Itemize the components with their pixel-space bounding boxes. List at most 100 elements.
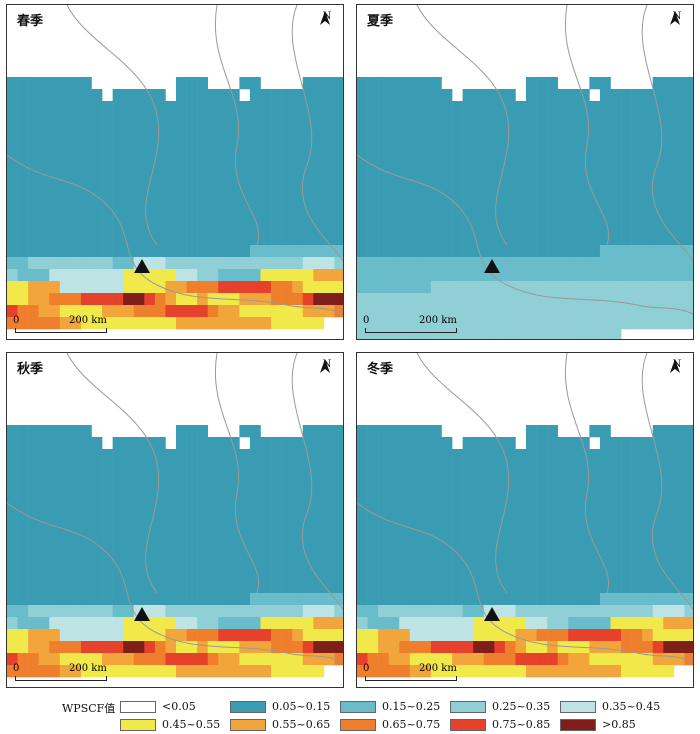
grid-cell [367, 449, 379, 462]
grid-cell [7, 509, 18, 522]
grid-cell [610, 149, 622, 162]
grid-cell [568, 245, 580, 258]
grid-cell [80, 629, 92, 642]
grid-cell [483, 629, 495, 642]
grid-cell [452, 209, 463, 222]
grid-cell [186, 425, 198, 438]
grid-cell [462, 185, 474, 198]
grid-cell [49, 89, 61, 102]
grid-cell [589, 629, 601, 642]
grid-cell [684, 317, 693, 330]
grid-cell [599, 281, 611, 294]
grid-cell [186, 641, 198, 654]
grid-cell [568, 269, 580, 282]
grid-cell [323, 161, 335, 174]
grid-cell [123, 281, 135, 294]
grid-cell [80, 113, 92, 126]
grid-cell [28, 641, 39, 654]
grid-cell [334, 449, 343, 462]
legend-label: 0.05~0.15 [272, 700, 331, 713]
grid-cell [154, 293, 166, 306]
grid-cell [578, 233, 590, 246]
grid-cell [218, 497, 230, 510]
grid-cell [568, 593, 580, 606]
grid-cell [281, 89, 293, 102]
grid-cell [302, 101, 314, 114]
grid-cell [399, 509, 411, 522]
grid-cell [313, 77, 325, 90]
grid-cell [260, 269, 272, 282]
grid-cell [462, 545, 474, 558]
grid-cell [239, 293, 251, 306]
grid-cell [504, 581, 516, 594]
grid-cell [17, 569, 29, 582]
grid-cell [176, 473, 187, 486]
grid-cell [133, 569, 145, 582]
grid-cell [388, 281, 400, 294]
grid-cell [176, 641, 187, 654]
grid-cell [70, 233, 82, 246]
grid-cell [123, 197, 135, 210]
grid-cell [526, 545, 537, 558]
grid-cell [420, 233, 432, 246]
grid-cell [102, 245, 113, 258]
grid-cell [70, 485, 82, 498]
grid-cell [684, 653, 693, 666]
grid-cell [515, 197, 527, 210]
grid-cell [483, 665, 495, 678]
grid-cell [249, 197, 261, 210]
grid-cell [452, 113, 463, 126]
grid-cell [420, 305, 432, 318]
grid-cell [547, 329, 558, 339]
grid-cell [123, 509, 135, 522]
grid-cell [504, 113, 516, 126]
grid-cell [207, 545, 219, 558]
grid-cell [176, 149, 187, 162]
grid-cell [357, 653, 368, 666]
grid-cell [186, 617, 198, 630]
grid-cell [249, 257, 261, 270]
grid-cell [610, 641, 622, 654]
grid-cell [323, 209, 335, 222]
grid-cell [462, 437, 474, 450]
grid-cell [673, 269, 685, 282]
grid-cell [367, 521, 379, 534]
grid-cell [17, 581, 29, 594]
grid-cell [70, 533, 82, 546]
legend-swatch [450, 719, 486, 731]
grid-cell [154, 497, 166, 510]
grid-cell [673, 77, 685, 90]
grid-cell [599, 269, 611, 282]
grid-cell [292, 605, 304, 618]
grid-cell [452, 317, 463, 330]
grid-cell [207, 233, 219, 246]
grid-cell [388, 545, 400, 558]
grid-cell [281, 269, 293, 282]
grid-cell [218, 593, 230, 606]
grid-cell [102, 101, 113, 114]
grid-cell [165, 293, 177, 306]
grid-cell [133, 641, 145, 654]
grid-cell [684, 425, 693, 438]
grid-cell [239, 665, 251, 678]
grid-cell [249, 533, 261, 546]
grid-cell [123, 269, 135, 282]
grid-cell [684, 233, 693, 246]
grid-cell [526, 497, 537, 510]
grid-cell [420, 209, 432, 222]
grid-cell [292, 485, 304, 498]
grid-cell [631, 653, 643, 666]
grid-cell [102, 641, 113, 654]
grid-cell [59, 233, 71, 246]
grid-cell [165, 317, 177, 330]
grid-cell [49, 185, 61, 198]
grid-cell [313, 305, 325, 318]
grid-cell [378, 89, 389, 102]
grid-cell [526, 161, 537, 174]
grid-cell [663, 509, 675, 522]
grid-cell [144, 161, 156, 174]
grid-cell [207, 473, 219, 486]
grid-cell [621, 533, 632, 546]
grid-cell [557, 281, 569, 294]
grid-cell [631, 137, 643, 150]
